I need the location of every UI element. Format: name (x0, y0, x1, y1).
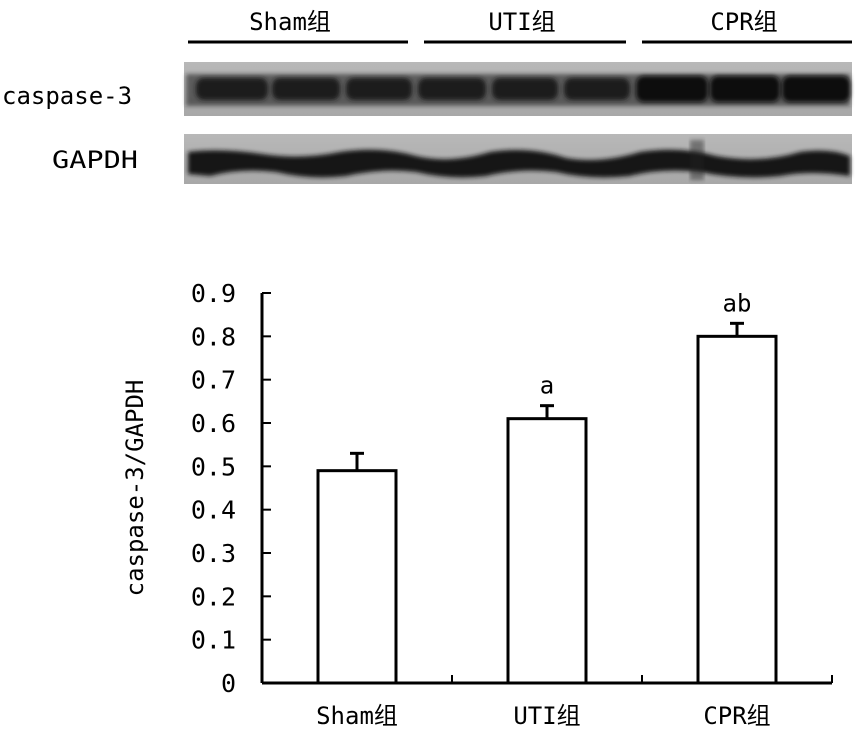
group-label-uti: UTI组 (488, 8, 555, 36)
blot-row-label-gapdh: GAPDH (52, 146, 138, 174)
bar-chart: 0 0.1 0.2 0.3 0.4 0.5 0.6 0.7 0.8 0.9 a ab Sham组 UT… (121, 279, 833, 730)
x-tick-label: Sham组 (316, 702, 398, 730)
y-tick-label: 0.5 (191, 452, 236, 481)
significance-label: a (540, 372, 554, 400)
error-bars (350, 321, 744, 471)
y-tick-label: 0.9 (191, 279, 236, 308)
x-tick-label: UTI组 (513, 702, 580, 730)
bar (506, 417, 588, 685)
western-blot: Sham组 UTI组 CPR组 caspase-3 GAPDH (2, 8, 852, 184)
significance-annotations: a ab (540, 289, 752, 399)
y-tick-label: 0 (221, 669, 236, 698)
bar (696, 334, 778, 685)
group-label-cpr: CPR组 (710, 8, 777, 36)
gapdh-band-strip (184, 134, 852, 184)
group-label-sham: Sham组 (249, 8, 331, 36)
y-tick-label: 0.8 (191, 322, 236, 351)
x-tick-label: CPR组 (703, 702, 770, 730)
bar (316, 469, 398, 685)
y-axis-ticks: 0 0.1 0.2 0.3 0.4 0.5 0.6 0.7 0.8 0.9 (191, 279, 271, 698)
y-tick-label: 0.3 (191, 539, 236, 568)
y-tick-label: 0.4 (191, 496, 236, 525)
x-axis-ticks: Sham组 UTI组 CPR组 (316, 675, 833, 730)
bars (316, 334, 778, 685)
y-tick-label: 0.2 (191, 582, 236, 611)
caspase3-band-strip (184, 62, 852, 116)
y-axis-label: caspase-3/GAPDH (121, 380, 149, 597)
y-tick-label: 0.1 (191, 626, 236, 655)
significance-label: ab (723, 289, 752, 317)
y-tick-label: 0.7 (191, 366, 236, 395)
blot-row-label-caspase3: caspase-3 (2, 82, 132, 110)
y-tick-label: 0.6 (191, 409, 236, 438)
blot-group-header: Sham组 UTI组 CPR组 (188, 8, 852, 44)
